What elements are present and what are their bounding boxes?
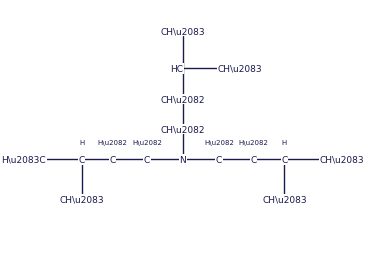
Text: C: C bbox=[144, 155, 150, 164]
Text: CH\u2083: CH\u2083 bbox=[217, 65, 262, 74]
Text: H\u2082: H\u2082 bbox=[97, 140, 127, 146]
Text: H\u2082: H\u2082 bbox=[204, 140, 234, 146]
Text: CH\u2083: CH\u2083 bbox=[320, 155, 365, 164]
Text: C: C bbox=[78, 155, 85, 164]
Text: H\u2082: H\u2082 bbox=[239, 140, 269, 146]
Text: HC: HC bbox=[170, 65, 183, 74]
Text: C: C bbox=[109, 155, 116, 164]
Text: CH\u2083: CH\u2083 bbox=[59, 195, 104, 204]
Text: H: H bbox=[79, 140, 84, 146]
Text: H\u2082: H\u2082 bbox=[132, 140, 162, 146]
Text: C: C bbox=[216, 155, 222, 164]
Text: CH\u2082: CH\u2082 bbox=[161, 95, 205, 104]
Text: C: C bbox=[281, 155, 288, 164]
Text: H\u2083C: H\u2083C bbox=[1, 155, 46, 164]
Text: H: H bbox=[282, 140, 287, 146]
Text: C: C bbox=[250, 155, 257, 164]
Text: N: N bbox=[180, 155, 186, 164]
Text: CH\u2082: CH\u2082 bbox=[161, 125, 205, 134]
Text: CH\u2083: CH\u2083 bbox=[161, 28, 205, 37]
Text: CH\u2083: CH\u2083 bbox=[262, 195, 307, 204]
